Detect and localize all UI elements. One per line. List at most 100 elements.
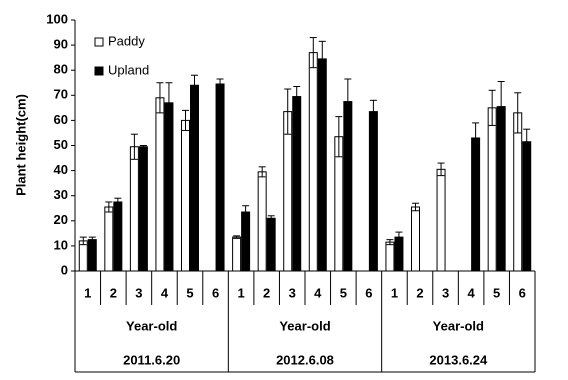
bar	[232, 236, 242, 272]
x-tick-label: 1	[391, 285, 398, 300]
bar	[522, 141, 532, 272]
error-bar	[472, 122, 480, 154]
bar	[164, 102, 174, 272]
y-tick-label: 90	[54, 37, 68, 52]
error-bar	[191, 74, 198, 96]
group-label: Year-old	[126, 318, 177, 333]
y-tick-label: 20	[54, 212, 68, 227]
bar	[317, 58, 327, 272]
error-bar	[497, 80, 505, 133]
error-bar	[293, 86, 301, 108]
bar	[190, 84, 199, 272]
error-bar	[114, 197, 122, 207]
error-bar	[156, 82, 164, 114]
x-tick-label: 1	[237, 285, 244, 300]
error-bar	[105, 201, 113, 213]
x-tick-label: 2	[263, 285, 270, 300]
x-tick-label: 2	[110, 285, 117, 300]
error-bar	[369, 99, 377, 124]
y-tick-label: 10	[54, 237, 68, 252]
bar	[385, 241, 395, 272]
bar	[257, 171, 267, 272]
bar	[487, 107, 497, 272]
y-tick-label: 40	[54, 162, 68, 177]
bar	[155, 97, 165, 272]
y-tick-label: 100	[46, 11, 68, 26]
bar	[129, 146, 139, 272]
legend-label: Paddy	[108, 33, 145, 48]
y-tick-label: 0	[61, 262, 68, 277]
bar	[368, 111, 378, 272]
bar	[471, 137, 481, 272]
bar	[266, 217, 276, 272]
bar	[138, 146, 148, 272]
bar	[78, 240, 88, 272]
group-label: Year-old	[433, 318, 484, 333]
x-tick-label: 1	[84, 285, 91, 300]
bar	[343, 101, 353, 272]
bar	[513, 112, 523, 272]
error-bar	[130, 133, 138, 160]
x-tick-label: 3	[135, 285, 142, 300]
group-date: 2011.6.20	[123, 352, 180, 367]
error-bar	[182, 109, 189, 131]
error-bar	[514, 92, 522, 134]
bar	[308, 52, 318, 272]
x-tick-label: 6	[519, 285, 526, 300]
error-bar	[165, 82, 173, 124]
bar	[215, 83, 225, 272]
x-tick-label: 6	[212, 285, 219, 300]
error-bar	[233, 235, 241, 239]
bar	[411, 206, 420, 272]
y-axis-label: Plant height(cm)	[13, 94, 28, 196]
x-tick-label: 4	[161, 285, 169, 300]
legend-swatch	[94, 37, 104, 47]
x-tick-label: 3	[442, 285, 449, 300]
x-tick-label: 6	[365, 285, 372, 300]
y-tick-label: 60	[54, 112, 68, 127]
bar	[292, 96, 302, 272]
error-bar	[216, 78, 224, 90]
error-bar	[412, 202, 419, 212]
x-tick-label: 5	[340, 285, 347, 300]
x-tick-label: 5	[493, 285, 500, 300]
y-tick-label: 70	[54, 87, 68, 102]
error-bar	[267, 215, 275, 222]
legend-swatch	[94, 66, 104, 76]
error-bar	[309, 37, 317, 69]
error-bar	[523, 128, 531, 155]
error-bar	[335, 116, 343, 158]
error-bar	[395, 231, 403, 243]
bar	[181, 119, 190, 272]
x-tick-label: 4	[314, 285, 322, 300]
y-tick-label: 30	[54, 187, 68, 202]
group-label: Year-old	[279, 318, 330, 333]
bar	[436, 168, 446, 272]
error-bar	[88, 236, 96, 243]
x-tick-label: 3	[289, 285, 296, 300]
error-bar	[79, 236, 87, 246]
error-bar	[284, 88, 292, 135]
x-tick-label: 4	[467, 285, 475, 300]
error-bar	[258, 166, 266, 178]
error-bar	[437, 162, 445, 177]
error-bar	[139, 145, 147, 149]
error-bar	[386, 239, 394, 246]
x-tick-label: 5	[186, 285, 193, 300]
bar	[283, 111, 293, 272]
bar	[87, 239, 97, 272]
error-bar	[488, 89, 496, 126]
legend-label: Upland	[108, 62, 149, 77]
y-tick-label: 50	[54, 137, 68, 152]
group-date: 2013.6.24	[429, 352, 488, 367]
error-bar	[344, 78, 352, 125]
x-tick-label: 2	[416, 285, 423, 300]
group-date: 2012.6.08	[276, 352, 334, 367]
bar	[113, 201, 123, 272]
error-bar	[242, 205, 250, 219]
y-tick-label: 80	[54, 62, 68, 77]
bar	[104, 206, 114, 272]
error-bar	[318, 40, 326, 77]
bar	[241, 211, 251, 272]
